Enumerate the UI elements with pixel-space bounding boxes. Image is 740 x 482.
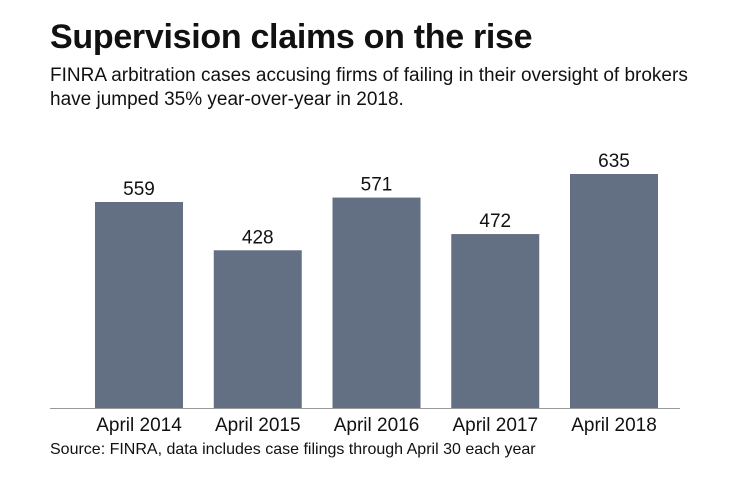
source-note: Source: FINRA, data includes case filing… [50,441,536,458]
bar-april-2014 [95,202,183,408]
x-tick-label: April 2017 [452,415,538,436]
x-tick-label: April 2016 [334,415,420,436]
data-label: 635 [598,151,630,172]
x-tick-label: April 2018 [571,415,657,436]
bar-april-2016 [332,197,421,408]
bar-april-2017 [451,234,540,408]
chart-title: Supervision claims on the rise [50,18,533,56]
x-tick-label: April 2015 [215,415,301,436]
data-label: 428 [242,227,274,248]
data-label: 559 [123,179,155,200]
bar-april-2015 [213,250,302,408]
data-label: 571 [361,175,393,196]
x-tick-label: April 2014 [96,415,182,436]
data-label: 472 [479,211,511,232]
chart-subtitle: FINRA arbitration cases accusing firms o… [50,65,688,110]
bar-april-2018 [570,174,658,408]
